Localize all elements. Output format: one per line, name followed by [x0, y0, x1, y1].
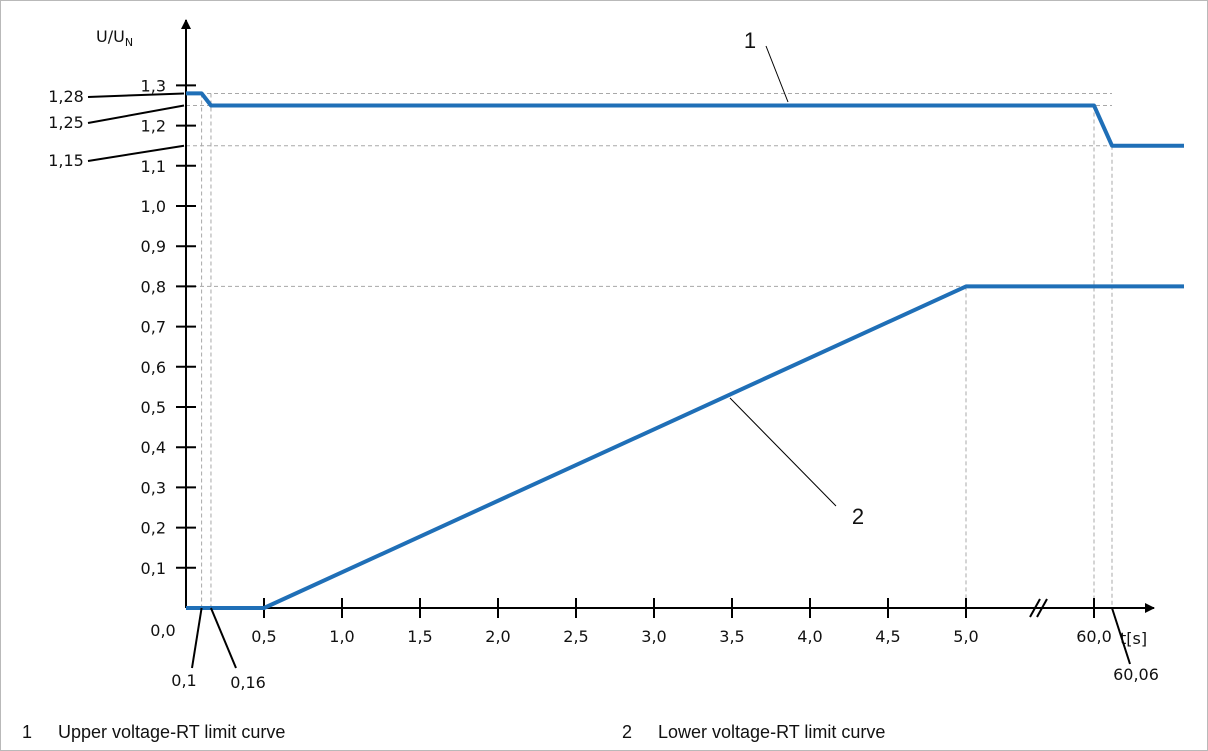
legend-item-upper: 1 Upper voltage-RT limit curve: [22, 722, 285, 743]
x-tick-label: 4,0: [797, 627, 822, 646]
y-tick-label: 1,2: [141, 117, 166, 136]
y-tick-label: 0,6: [141, 358, 166, 377]
y-annotation-label: 1,15: [48, 151, 84, 170]
x-annotation-label: 0,16: [230, 673, 266, 692]
x-tick-label: 2,0: [485, 627, 510, 646]
y-annotation-leader: [87, 104, 185, 124]
legend-number: 2: [622, 722, 633, 742]
callout-number-2: 2: [852, 504, 864, 529]
legend-item-lower: 2 Lower voltage-RT limit curve: [622, 722, 885, 743]
callout-number-1: 1: [744, 28, 756, 53]
x-tick-label: 0,5: [251, 627, 276, 646]
axes: U/UN t[s] 0,0: [96, 19, 1155, 648]
curves: [186, 91, 1184, 610]
origin-label: 0,0: [150, 621, 175, 640]
x-tick-label: 1,5: [407, 627, 432, 646]
x-tick-label: 2,5: [563, 627, 588, 646]
axis-break-mark: [1036, 598, 1048, 618]
legend: 1 Upper voltage-RT limit curve 2 Lower vol…: [0, 712, 1208, 748]
y-tick-label: 0,1: [141, 559, 166, 578]
annotations: 1 2 1,28 1,25 1,15 0,1 0,16 60,06: [48, 28, 1159, 692]
y-annotation-label: 1,28: [48, 87, 84, 106]
callout-leader-1: [765, 45, 789, 103]
y-tick-label: 0,4: [141, 438, 166, 457]
y-tick-label: 1,3: [141, 76, 166, 95]
ticks: 0,5 1,0 1,5 2,0 2,5 3,0 3,5 4,0 4,5 5,0 60,0 0,1 0,2…: [141, 76, 1112, 646]
y-tick-label: 0,3: [141, 478, 166, 497]
y-tick-label: 0,9: [141, 237, 166, 256]
y-tick-label: 0,7: [141, 318, 166, 337]
x-tick-label: 4,5: [875, 627, 900, 646]
x-annotation-leader: [1111, 607, 1131, 665]
x-tick-label: 3,5: [719, 627, 744, 646]
voltage-ride-through-chart: U/UN t[s] 0,0 0,5 1,0 1,5 2,0 2,5 3,0 3,5 4,0 4,5 5…: [48, 19, 1184, 692]
y-tick-label: 1,0: [141, 197, 166, 216]
reference-lines: [186, 92, 1165, 608]
x-tick-label: 1,0: [329, 627, 354, 646]
series-line-2: [186, 284, 1184, 610]
y-annotation-label: 1,25: [48, 113, 84, 132]
y-tick-label: 0,5: [141, 398, 166, 417]
y-annotation-leader: [87, 144, 185, 162]
y-tick-label: 0,2: [141, 519, 166, 538]
x-annotation-leader: [210, 607, 237, 669]
y-tick-label: 1,1: [141, 157, 166, 176]
y-axis-title-subscript: N: [125, 36, 133, 49]
x-annotation-leader: [191, 607, 203, 669]
x-tick-label: 5,0: [953, 627, 978, 646]
legend-number: 1: [22, 722, 33, 742]
y-tick-label: 0,8: [141, 277, 166, 296]
legend-text: Upper voltage-RT limit curve: [58, 722, 286, 742]
x-annotation-label: 60,06: [1113, 665, 1159, 684]
y-axis-title: U/UN: [96, 27, 133, 49]
legend-text: Lower voltage-RT limit curve: [658, 722, 886, 742]
y-annotation-leader: [87, 92, 185, 98]
x-axis-title: t[s]: [1120, 629, 1147, 648]
callout-leader-2: [729, 397, 837, 507]
x-tick-label: 3,0: [641, 627, 666, 646]
axis-break-mark: [1029, 598, 1041, 618]
x-annotation-label: 0,1: [171, 671, 196, 690]
series-line-1: [186, 91, 1184, 148]
x-tick-label: 60,0: [1076, 627, 1112, 646]
